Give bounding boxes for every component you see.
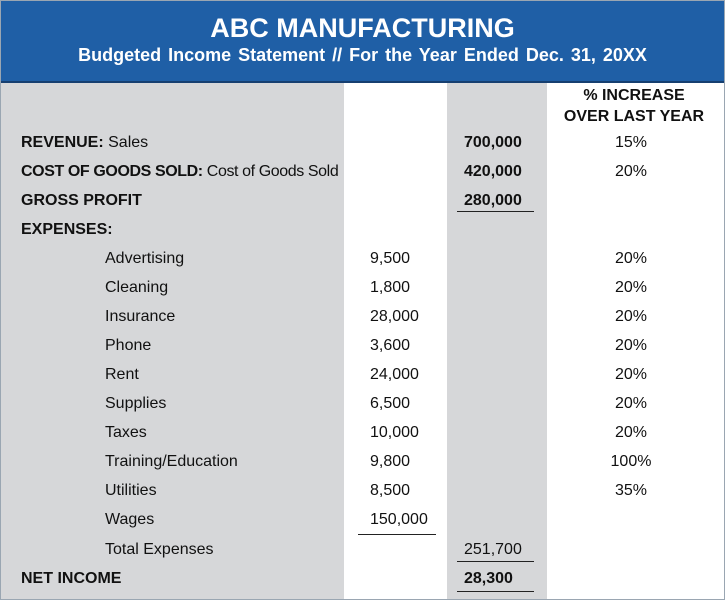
cogs-label: COST OF GOODS SOLD: Cost of Goods Sold: [21, 163, 339, 180]
revenue-pct: 15%: [614, 134, 648, 151]
expense-label: Wages: [105, 511, 155, 528]
expense-amount: 28,000: [370, 308, 419, 325]
expense-label: Cleaning: [105, 279, 169, 296]
expenses-header-row: EXPENSES:: [1, 215, 724, 244]
expense-amount: 1,800: [370, 279, 411, 296]
expense-amount: 24,000: [370, 366, 419, 383]
total-expenses-label: Total Expenses: [105, 541, 214, 558]
expense-pct: 100%: [610, 453, 652, 470]
expense-amount: 8,500: [370, 482, 411, 499]
expense-label: Insurance: [105, 308, 176, 325]
total-column-shade: [447, 83, 547, 599]
cogs-total: 420,000: [464, 163, 522, 180]
revenue-total: 700,000: [464, 134, 522, 151]
revenue-row: REVENUE: Sales 700,000 15%: [1, 128, 724, 157]
expense-row: Wages 150,000: [1, 505, 724, 534]
expense-row: Phone 3,600 20%: [1, 331, 724, 360]
expense-pct: 20%: [614, 366, 648, 383]
expense-amount: 3,600: [370, 337, 411, 354]
expense-amount: 150,000: [370, 511, 428, 528]
expense-label: Supplies: [105, 395, 167, 412]
net-income-row: NET INCOME 28,300: [1, 564, 724, 593]
gross-profit-underline: [457, 211, 534, 212]
expense-row: Supplies 6,500 20%: [1, 389, 724, 418]
gross-profit-label: GROSS PROFIT: [21, 192, 142, 209]
expense-pct: 20%: [614, 395, 648, 412]
net-income-total: 28,300: [464, 570, 513, 587]
expense-label: Taxes: [105, 424, 147, 441]
gross-profit-total: 280,000: [464, 192, 522, 209]
company-title: ABC MANUFACTURING: [210, 13, 515, 43]
expense-label: Advertising: [105, 250, 185, 267]
cogs-pct: 20%: [614, 163, 648, 180]
total-expenses-underline: [457, 561, 534, 562]
wages-underline: [358, 534, 436, 535]
expense-label: Phone: [105, 337, 152, 354]
label-column-shade: [1, 83, 344, 599]
revenue-label: REVENUE: Sales: [21, 134, 149, 151]
expense-row: Training/Education 9,800 100%: [1, 447, 724, 476]
expense-pct: 20%: [614, 337, 648, 354]
expenses-label: EXPENSES:: [21, 221, 113, 238]
expense-label: Utilities: [105, 482, 157, 499]
expense-pct: 20%: [614, 308, 648, 325]
expense-amount: 9,800: [370, 453, 411, 470]
expense-amount: 9,500: [370, 250, 411, 267]
expense-amount: 6,500: [370, 395, 411, 412]
expense-amount: 10,000: [370, 424, 419, 441]
expense-label: Training/Education: [105, 453, 238, 470]
net-income-underline: [457, 591, 534, 592]
expense-row: Rent 24,000 20%: [1, 360, 724, 389]
expense-label: Rent: [105, 366, 139, 383]
total-expenses-value: 251,700: [464, 541, 522, 558]
gross-profit-row: GROSS PROFIT 280,000: [1, 186, 724, 215]
expense-pct: 35%: [614, 482, 648, 499]
expense-row: Taxes 10,000 20%: [1, 418, 724, 447]
statement-header: ABC MANUFACTURING Budgeted Income Statem…: [1, 1, 724, 83]
expense-row: Advertising 9,500 20%: [1, 244, 724, 273]
expense-pct: 20%: [614, 279, 648, 296]
expense-row: Utilities 8,500 35%: [1, 476, 724, 505]
pct-header-line2: OVER LAST YEAR: [563, 108, 705, 125]
statement-subtitle: Budgeted Income Statement // For the Yea…: [78, 45, 647, 65]
expense-row: Insurance 28,000 20%: [1, 302, 724, 331]
pct-header-line1: % INCREASE: [583, 87, 685, 104]
cogs-row: COST OF GOODS SOLD: Cost of Goods Sold 4…: [1, 157, 724, 186]
expense-pct: 20%: [614, 250, 648, 267]
net-income-label: NET INCOME: [21, 570, 122, 587]
expense-pct: 20%: [614, 424, 648, 441]
total-expenses-row: Total Expenses 251,700: [1, 535, 724, 564]
expense-row: Cleaning 1,800 20%: [1, 273, 724, 302]
